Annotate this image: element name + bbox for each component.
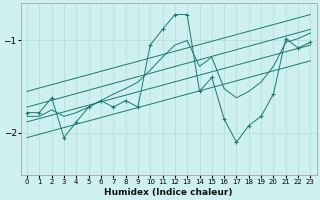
X-axis label: Humidex (Indice chaleur): Humidex (Indice chaleur) xyxy=(104,188,233,197)
